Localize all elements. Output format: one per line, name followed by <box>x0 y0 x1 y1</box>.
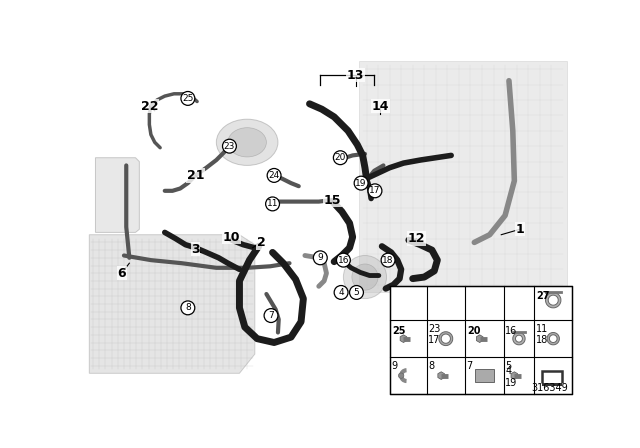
Text: 25: 25 <box>182 94 193 103</box>
Text: 22: 22 <box>141 99 158 112</box>
Ellipse shape <box>228 128 266 157</box>
FancyBboxPatch shape <box>543 383 563 386</box>
Text: 15: 15 <box>324 194 341 207</box>
Text: 3: 3 <box>191 243 200 256</box>
Text: 316349: 316349 <box>531 383 568 392</box>
Polygon shape <box>90 235 255 373</box>
Text: 16: 16 <box>338 256 349 265</box>
Polygon shape <box>359 61 566 308</box>
Text: 19: 19 <box>355 179 367 188</box>
Text: 11: 11 <box>267 199 278 208</box>
Text: 17: 17 <box>369 186 381 195</box>
Circle shape <box>368 184 382 198</box>
Circle shape <box>314 251 327 265</box>
Text: 23: 23 <box>428 324 440 334</box>
Text: 25: 25 <box>392 326 405 336</box>
FancyBboxPatch shape <box>475 370 493 382</box>
Text: 13: 13 <box>347 69 364 82</box>
Circle shape <box>223 139 236 153</box>
Circle shape <box>349 285 364 299</box>
Text: 1: 1 <box>515 223 524 236</box>
Text: 20: 20 <box>467 326 481 336</box>
Text: 8: 8 <box>185 303 191 312</box>
Circle shape <box>344 255 387 299</box>
Text: 10: 10 <box>223 231 241 244</box>
Text: 21: 21 <box>187 169 204 182</box>
Text: 23: 23 <box>224 142 235 151</box>
Text: 4: 4 <box>339 288 344 297</box>
Text: 18: 18 <box>536 335 548 345</box>
Text: 18: 18 <box>382 256 394 265</box>
Text: 4
19: 4 19 <box>505 366 517 388</box>
Text: 9: 9 <box>317 253 323 263</box>
Text: 16: 16 <box>505 326 517 336</box>
Ellipse shape <box>399 373 404 378</box>
Circle shape <box>181 301 195 315</box>
Circle shape <box>267 168 281 182</box>
Text: 7: 7 <box>467 362 473 371</box>
Text: 12: 12 <box>408 232 426 245</box>
Polygon shape <box>95 158 140 233</box>
Text: 20: 20 <box>335 153 346 162</box>
Circle shape <box>334 285 348 299</box>
Circle shape <box>381 253 395 267</box>
Text: 8: 8 <box>428 362 434 371</box>
Text: 14: 14 <box>372 99 389 112</box>
Text: 7: 7 <box>268 311 274 320</box>
Text: 6: 6 <box>117 267 126 280</box>
Circle shape <box>337 253 350 267</box>
FancyBboxPatch shape <box>390 286 572 394</box>
Circle shape <box>354 176 368 190</box>
Text: 5: 5 <box>354 288 360 297</box>
Ellipse shape <box>216 119 278 165</box>
Text: 9: 9 <box>391 362 397 371</box>
Text: 5: 5 <box>505 362 511 371</box>
Circle shape <box>352 264 378 290</box>
Circle shape <box>266 197 280 211</box>
Circle shape <box>181 91 195 105</box>
Text: 27: 27 <box>537 291 550 301</box>
Text: 24: 24 <box>268 171 280 180</box>
Text: 11: 11 <box>536 324 548 334</box>
Circle shape <box>333 151 348 165</box>
Text: 17: 17 <box>428 335 440 345</box>
Circle shape <box>264 309 278 323</box>
Text: 2: 2 <box>257 236 266 249</box>
